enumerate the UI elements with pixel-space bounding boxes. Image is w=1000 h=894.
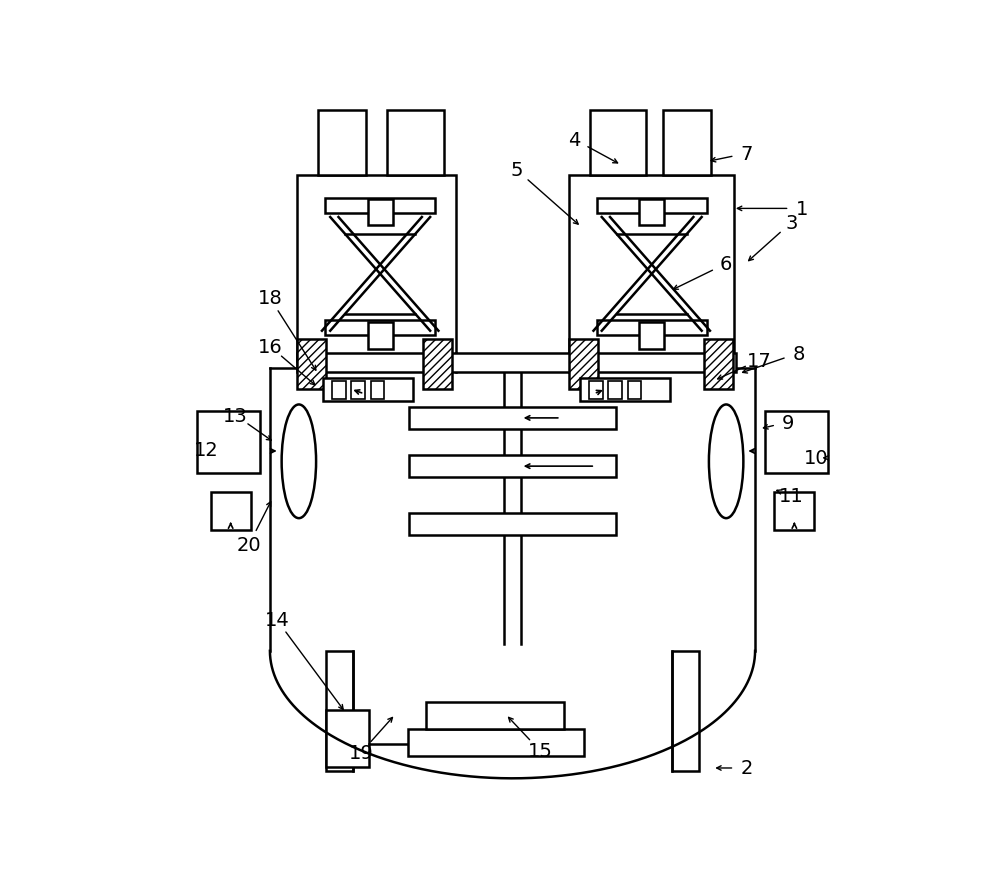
Text: 16: 16 bbox=[258, 337, 282, 357]
Bar bbox=[325, 321, 435, 336]
Bar bbox=[371, 382, 384, 400]
Bar bbox=[672, 651, 699, 772]
Text: 7: 7 bbox=[741, 145, 753, 164]
Bar bbox=[368, 323, 393, 350]
Bar bbox=[409, 513, 616, 536]
Text: 20: 20 bbox=[237, 535, 262, 554]
Bar bbox=[628, 382, 641, 400]
Bar bbox=[608, 382, 622, 400]
Text: 17: 17 bbox=[747, 351, 772, 370]
Text: 19: 19 bbox=[349, 744, 373, 763]
Bar bbox=[765, 411, 828, 474]
Text: 12: 12 bbox=[193, 441, 218, 460]
Text: 3: 3 bbox=[785, 214, 798, 232]
Bar bbox=[326, 711, 369, 767]
Bar bbox=[597, 198, 707, 214]
Bar bbox=[323, 378, 413, 402]
Bar bbox=[409, 408, 616, 429]
Bar bbox=[211, 493, 251, 531]
Text: 9: 9 bbox=[782, 413, 794, 432]
Bar bbox=[270, 369, 755, 651]
Bar bbox=[408, 730, 584, 755]
Text: 18: 18 bbox=[258, 289, 282, 308]
Bar bbox=[318, 111, 366, 176]
Ellipse shape bbox=[282, 405, 316, 519]
Bar bbox=[409, 456, 616, 477]
Bar bbox=[326, 651, 353, 772]
Bar bbox=[368, 200, 393, 226]
Bar bbox=[639, 323, 664, 350]
Bar bbox=[297, 176, 456, 362]
Text: 8: 8 bbox=[792, 344, 805, 363]
Bar bbox=[774, 493, 814, 531]
Bar bbox=[426, 702, 564, 730]
Bar bbox=[580, 378, 670, 402]
Bar bbox=[639, 200, 664, 226]
Bar bbox=[663, 111, 711, 176]
Text: 6: 6 bbox=[720, 255, 732, 274]
Bar bbox=[589, 382, 603, 400]
Text: 5: 5 bbox=[510, 161, 523, 180]
Text: 11: 11 bbox=[779, 486, 804, 506]
Text: 15: 15 bbox=[528, 741, 553, 761]
Bar bbox=[332, 382, 346, 400]
Bar bbox=[423, 340, 452, 390]
Bar bbox=[569, 176, 734, 362]
Text: 13: 13 bbox=[223, 406, 248, 426]
Text: 1: 1 bbox=[796, 199, 808, 219]
Bar bbox=[704, 340, 733, 390]
Bar bbox=[297, 340, 326, 390]
Bar bbox=[590, 111, 646, 176]
Bar bbox=[325, 198, 435, 214]
Bar bbox=[197, 411, 260, 474]
Bar bbox=[351, 382, 365, 400]
Bar bbox=[569, 340, 598, 390]
Bar bbox=[297, 354, 736, 373]
Bar bbox=[597, 321, 707, 336]
Ellipse shape bbox=[709, 405, 743, 519]
Text: 2: 2 bbox=[741, 759, 753, 778]
Text: 14: 14 bbox=[264, 611, 289, 629]
Bar bbox=[387, 111, 444, 176]
Text: 10: 10 bbox=[803, 449, 828, 468]
Polygon shape bbox=[270, 651, 755, 779]
Text: 4: 4 bbox=[568, 131, 581, 150]
